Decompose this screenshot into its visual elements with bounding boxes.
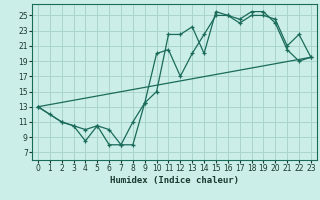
X-axis label: Humidex (Indice chaleur): Humidex (Indice chaleur) [110,176,239,185]
